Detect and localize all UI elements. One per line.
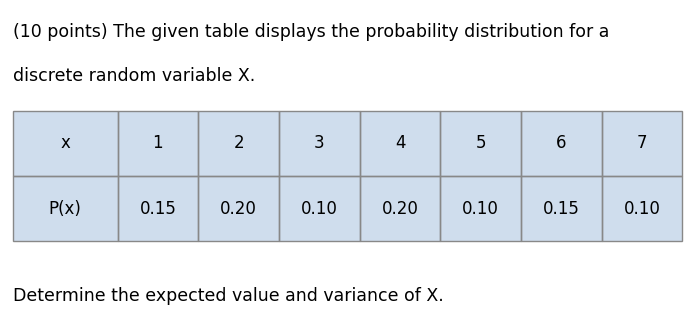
Bar — [279, 176, 360, 241]
Text: 4: 4 — [395, 134, 405, 152]
Bar — [13, 111, 682, 241]
Bar — [118, 111, 198, 176]
Text: 3: 3 — [314, 134, 325, 152]
Bar — [521, 176, 602, 241]
Bar — [279, 111, 360, 176]
Bar — [198, 111, 279, 176]
Bar — [602, 176, 682, 241]
Bar — [118, 176, 198, 241]
Text: (10 points) The given table displays the probability distribution for a: (10 points) The given table displays the… — [13, 23, 609, 42]
Text: 1: 1 — [153, 134, 163, 152]
Bar — [13, 111, 118, 176]
Text: 2: 2 — [233, 134, 244, 152]
Text: 0.10: 0.10 — [462, 200, 499, 217]
Text: 0.15: 0.15 — [543, 200, 580, 217]
Text: 0.20: 0.20 — [382, 200, 419, 217]
Text: 0.15: 0.15 — [139, 200, 176, 217]
Text: P(x): P(x) — [48, 200, 81, 217]
Text: 5: 5 — [475, 134, 486, 152]
Bar — [13, 176, 118, 241]
Text: Determine the expected value and variance of X.: Determine the expected value and varianc… — [13, 287, 443, 305]
Bar — [198, 176, 279, 241]
Text: 0.10: 0.10 — [624, 200, 661, 217]
Text: x: x — [60, 134, 70, 152]
Bar — [602, 111, 682, 176]
Text: discrete random variable X.: discrete random variable X. — [13, 67, 255, 85]
Text: 6: 6 — [556, 134, 567, 152]
Bar — [360, 176, 440, 241]
Text: 0.20: 0.20 — [220, 200, 257, 217]
Bar — [440, 111, 521, 176]
Text: 0.10: 0.10 — [301, 200, 337, 217]
Text: 7: 7 — [637, 134, 648, 152]
Bar — [521, 111, 602, 176]
Bar — [440, 176, 521, 241]
Bar — [360, 111, 440, 176]
